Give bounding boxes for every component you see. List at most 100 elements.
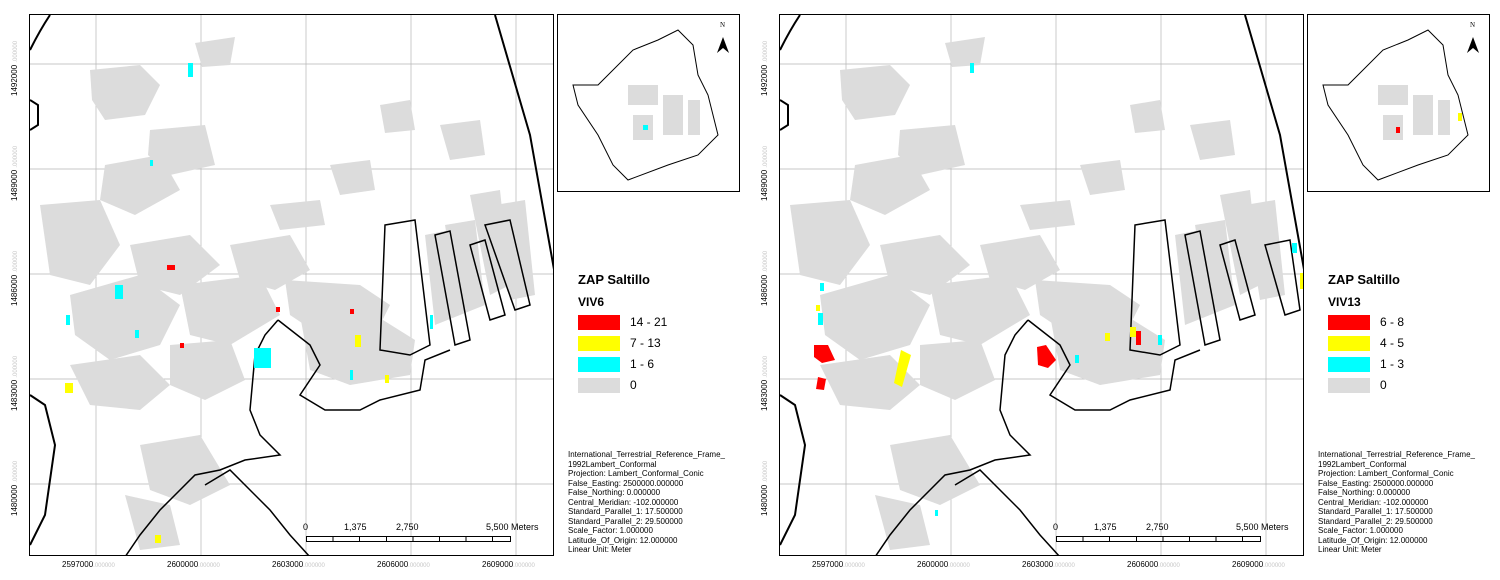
legend-field: VIV6 — [578, 295, 605, 309]
y-tick-label: 1483000 .000000 — [760, 355, 769, 411]
legend-label: 1 - 6 — [630, 357, 655, 371]
inset-urban — [628, 85, 700, 140]
legend-label: 0 — [1380, 378, 1387, 392]
legend-swatch-gray — [578, 377, 620, 393]
projection-line: Latitude_Of_Origin: 12.000000 — [1318, 535, 1428, 545]
inset-boundary — [1322, 29, 1469, 181]
north-label: N — [1470, 21, 1475, 29]
main-map-svg — [780, 15, 1303, 555]
map-panel-viv13: N ZAP Saltillo VIV13 6 - 8 4 - 5 1 - 3 0… — [750, 0, 1500, 580]
legend-row: 6 - 8 — [1328, 313, 1488, 331]
legend-row: 4 - 5 — [1328, 334, 1488, 352]
x-tick-label: 2603000.000000 — [1022, 560, 1075, 569]
legend-row: 0 — [578, 376, 738, 394]
projection-line: International_Terrestrial_Reference_Fram… — [568, 450, 725, 459]
scale-bar-graphic — [306, 536, 511, 542]
class-cyan-blocks — [818, 63, 1297, 516]
projection-line: Projection: Lambert_Conformal_Conic — [1318, 469, 1454, 478]
projection-line: Latitude_Of_Origin: 12.000000 — [568, 535, 678, 545]
class-red-blocks — [814, 331, 1141, 390]
x-tick-label: 2603000.000000 — [272, 560, 325, 569]
main-map-svg — [30, 15, 553, 555]
scale-bar-graphic — [1056, 536, 1261, 542]
projection-line: Standard_Parallel_1: 17.500000 — [1318, 507, 1433, 516]
map-panel-viv6: N ZAP Saltillo VIV6 14 - 21 7 - 13 1 - 6… — [10, 14, 740, 569]
legend-row: 1 - 6 — [578, 355, 738, 373]
legend-label: 14 - 21 — [630, 315, 668, 329]
projection-line: International_Terrestrial_Reference_Fram… — [1318, 450, 1475, 459]
x-tick-label: 2606000.000000 — [377, 560, 430, 569]
inset-svg: N — [1322, 21, 1479, 181]
north-arrow-icon — [1467, 37, 1479, 53]
scale-bar: 0 1,375 2,750 5,500 Meters — [1050, 522, 1310, 548]
legend-swatch-yellow — [578, 335, 620, 351]
x-tick-label: 2600000.000000 — [167, 560, 220, 569]
scale-label: 5,500 Meters — [1236, 522, 1289, 532]
legend: ZAP Saltillo VIV13 6 - 8 4 - 5 1 - 3 0 — [1328, 272, 1488, 397]
legend-row: 7 - 13 — [578, 334, 738, 352]
scale-label: 0 — [303, 522, 309, 532]
north-label: N — [720, 21, 725, 29]
projection-line: Central_Meridian: -102.000000 — [568, 497, 679, 507]
y-tick-label: 1492000 .000000 — [760, 40, 769, 96]
legend-swatch-red — [578, 314, 620, 330]
urban-blocks — [40, 37, 535, 550]
locator-inset-map: N — [557, 14, 740, 192]
inset-red-mark — [1396, 127, 1400, 133]
scale-label: 2,750 — [396, 522, 419, 532]
legend-row: 14 - 21 — [578, 313, 738, 331]
legend-row: 1 - 3 — [1328, 355, 1488, 373]
projection-line: Linear Unit: Meter — [568, 545, 632, 554]
y-tick-label: 1489000 .000000 — [10, 145, 19, 201]
scale-label: 0 — [1053, 522, 1059, 532]
y-tick-label: 1483000 .000000 — [10, 355, 19, 411]
projection-line: False_Easting: 2500000.000000 — [1318, 478, 1434, 488]
inset-cyan-mark — [643, 125, 648, 130]
urban-blocks — [790, 37, 1285, 550]
legend-label: 7 - 13 — [630, 336, 661, 350]
class-red-blocks — [167, 265, 354, 348]
legend-label: 1 - 3 — [1380, 357, 1405, 371]
scale-label: 5,500 Meters — [486, 522, 539, 532]
legend-swatch-cyan — [578, 356, 620, 372]
legend-title: ZAP Saltillo — [1328, 272, 1400, 287]
x-tick-label: 2600000.000000 — [917, 560, 970, 569]
projection-line: 1992Lambert_Conformal — [568, 459, 657, 469]
legend-swatch-yellow — [1328, 335, 1370, 351]
legend-label: 4 - 5 — [1380, 336, 1405, 350]
legend-swatch-cyan — [1328, 356, 1370, 372]
y-tick-label: 1486000 .000000 — [760, 250, 769, 306]
projection-line: Scale_Factor: 1.000000 — [1318, 526, 1403, 535]
legend: ZAP Saltillo VIV6 14 - 21 7 - 13 1 - 6 0 — [578, 272, 738, 397]
scale-label: 1,375 — [1094, 522, 1117, 532]
projection-line: Standard_Parallel_2: 29.500000 — [568, 516, 683, 526]
projection-info: International_Terrestrial_Reference_Fram… — [1318, 450, 1498, 555]
legend-row: 0 — [1328, 376, 1488, 394]
x-tick-label: 2597000.000000 — [62, 560, 115, 569]
scale-label: 2,750 — [1146, 522, 1169, 532]
inset-svg: N — [572, 21, 729, 181]
projection-line: Projection: Lambert_Conformal_Conic — [568, 469, 704, 478]
legend-title: ZAP Saltillo — [578, 272, 650, 287]
zone-boundary — [780, 15, 1303, 555]
main-map-frame — [29, 14, 554, 556]
class-yellow-blocks — [65, 335, 389, 543]
projection-line: Linear Unit: Meter — [1318, 545, 1382, 554]
projection-line: False_Easting: 2500000.000000 — [568, 478, 684, 488]
projection-line: Scale_Factor: 1.000000 — [568, 526, 653, 535]
legend-label: 6 - 8 — [1380, 315, 1405, 329]
projection-line: False_Northing: 0.000000 — [568, 488, 661, 497]
projection-line: 1992Lambert_Conformal — [1318, 459, 1407, 469]
locator-inset-map: N — [1307, 14, 1490, 192]
class-yellow-blocks — [816, 273, 1303, 387]
legend-swatch-red — [1328, 314, 1370, 330]
inset-boundary — [572, 29, 719, 181]
projection-line: Central_Meridian: -102.000000 — [1318, 497, 1429, 507]
y-tick-label: 1492000 .000000 — [10, 40, 19, 96]
projection-line: Standard_Parallel_1: 17.500000 — [568, 507, 683, 516]
y-tick-label: 1486000 .000000 — [10, 250, 19, 306]
legend-label: 0 — [630, 378, 637, 392]
x-tick-label: 2606000.000000 — [1127, 560, 1180, 569]
y-tick-label: 1480000 .000000 — [10, 460, 19, 516]
x-tick-label: 2609000.000000 — [1232, 560, 1285, 569]
